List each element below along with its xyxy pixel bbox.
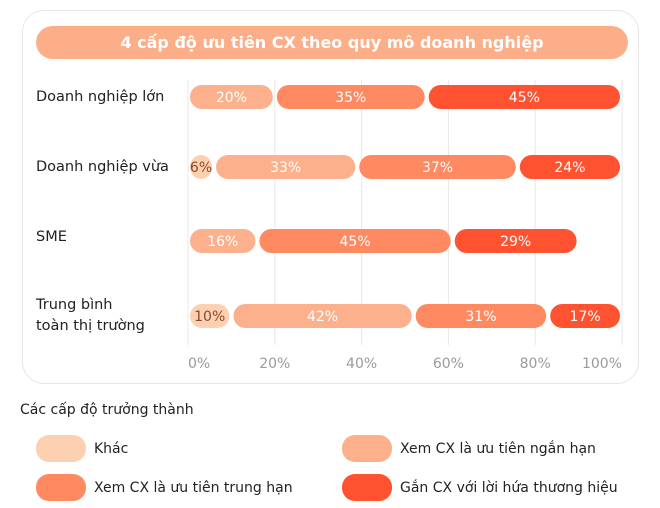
bar-segment: [415, 304, 547, 328]
bar-segment: [190, 304, 230, 328]
legend-swatch: [342, 474, 392, 501]
bar-segment: [259, 229, 451, 253]
legend-swatch: [36, 435, 86, 462]
chart-card: [22, 10, 639, 384]
bar-segment: [190, 229, 256, 253]
bar-segment: [519, 155, 620, 179]
legend-swatch: [342, 435, 392, 462]
data-label: 45%: [340, 234, 371, 250]
data-label: 29%: [500, 234, 531, 250]
bar-segment: [190, 155, 213, 179]
legend-label: Xem CX là ưu tiên trung hạn: [94, 479, 293, 496]
bar-segment: [359, 155, 516, 179]
x-tick-label: 20%: [259, 356, 290, 372]
bar-segment: [233, 304, 412, 328]
bar-segment: [276, 85, 425, 109]
bar-segment: [428, 85, 620, 109]
x-tick-label: 80%: [520, 356, 551, 372]
legend-label: Khác: [94, 440, 129, 457]
legend-title: Các cấp độ trưởng thành: [20, 402, 194, 418]
legend-label: Gắn CX với lời hứa thương hiệu: [400, 479, 618, 496]
data-label: 20%: [216, 90, 247, 106]
legend-label: Xem CX là ưu tiên ngắn hạn: [400, 440, 596, 457]
data-label: 17%: [570, 309, 601, 325]
data-label: 10%: [194, 309, 225, 325]
x-tick-label: 40%: [346, 356, 377, 372]
chart-title: 4 cấp độ ưu tiên CX theo quy mô doanh ng…: [36, 26, 628, 59]
bar-segment: [454, 229, 577, 253]
bar-segment: [216, 155, 356, 179]
data-label: 33%: [270, 160, 301, 176]
row-label: Doanh nghiệp vừa: [36, 159, 169, 175]
bar-segment: [550, 304, 620, 328]
legend-swatch: [36, 474, 86, 501]
row-label: Doanh nghiệp lớn: [36, 89, 165, 105]
legend-item: Gắn CX với lời hứa thương hiệu: [342, 474, 618, 501]
x-tick-label: 60%: [433, 356, 464, 372]
row-label: Trung bình toàn thị trường: [36, 295, 145, 337]
data-label: 31%: [465, 309, 496, 325]
bar-segment: [190, 85, 273, 109]
row-label: SME: [36, 229, 67, 245]
data-label: 45%: [509, 90, 540, 106]
data-label: 24%: [554, 160, 585, 176]
data-label: 35%: [335, 90, 366, 106]
data-label: 42%: [307, 309, 338, 325]
data-label: 37%: [422, 160, 453, 176]
legend-item: Khác: [36, 435, 128, 462]
row-label-line: toàn thị trường: [36, 318, 145, 334]
legend-item: Xem CX là ưu tiên trung hạn: [36, 474, 293, 501]
legend-item: Xem CX là ưu tiên ngắn hạn: [342, 435, 596, 462]
data-label: 16%: [207, 234, 238, 250]
row-label-line: Trung bình: [36, 297, 113, 313]
x-tick-label: 100%: [582, 356, 622, 372]
x-tick-label: 0%: [188, 356, 210, 372]
data-label: 6%: [190, 160, 212, 176]
